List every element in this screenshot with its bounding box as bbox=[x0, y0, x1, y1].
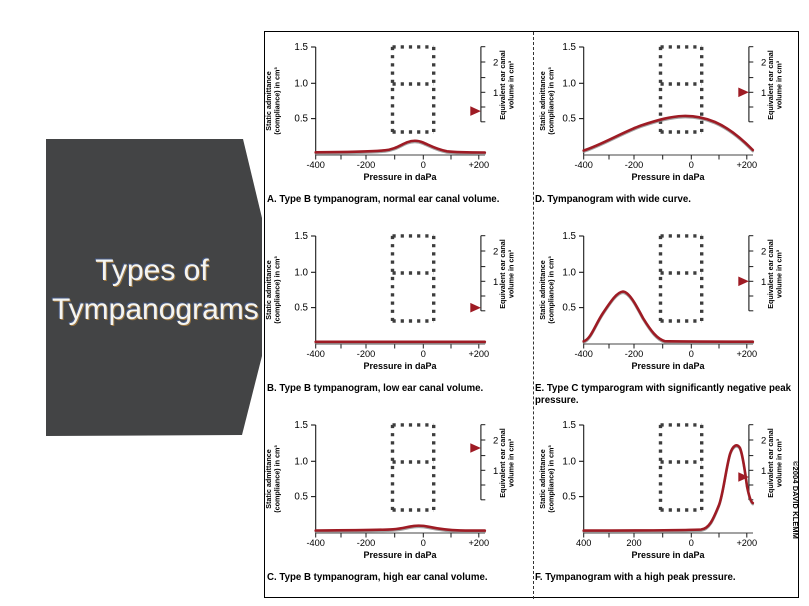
svg-text:E. Type C tymparogram with sig: E. Type C tymparogram with significantly… bbox=[535, 383, 792, 394]
svg-text:-400: -400 bbox=[574, 349, 592, 359]
svg-text:Pressure in daPa: Pressure in daPa bbox=[631, 172, 705, 182]
svg-text:-200: -200 bbox=[357, 160, 375, 170]
svg-text:1.0: 1.0 bbox=[294, 456, 308, 467]
svg-text:-400: -400 bbox=[574, 160, 592, 170]
svg-text:1.0: 1.0 bbox=[562, 456, 576, 467]
svg-text:1.5: 1.5 bbox=[562, 42, 576, 53]
svg-text:0.5: 0.5 bbox=[562, 303, 576, 314]
svg-text:0: 0 bbox=[688, 538, 693, 548]
svg-text:(compliance) in cm³: (compliance) in cm³ bbox=[273, 256, 282, 324]
svg-text:Pressure in daPa: Pressure in daPa bbox=[631, 550, 705, 560]
svg-text:0: 0 bbox=[421, 538, 426, 548]
svg-text:(compliance) in cm³: (compliance) in cm³ bbox=[273, 445, 282, 513]
svg-text:F. Tympanogram with a high pea: F. Tympanogram with a high peak pressure… bbox=[535, 572, 736, 583]
svg-text:(compliance) in cm³: (compliance) in cm³ bbox=[546, 256, 555, 324]
svg-text:-400: -400 bbox=[307, 160, 325, 170]
svg-text:0.5: 0.5 bbox=[562, 492, 576, 503]
svg-text:B. Type B tympanogram, low ear: B. Type B tympanogram, low ear canal vol… bbox=[267, 383, 484, 394]
svg-text:1.0: 1.0 bbox=[562, 267, 576, 278]
svg-text:0: 0 bbox=[421, 160, 426, 170]
svg-text:-200: -200 bbox=[624, 349, 642, 359]
svg-text:0: 0 bbox=[421, 349, 426, 359]
svg-text:+200: +200 bbox=[736, 160, 757, 170]
svg-text:0: 0 bbox=[688, 160, 693, 170]
svg-text:volume in cm³: volume in cm³ bbox=[774, 438, 783, 487]
svg-text:C. Type B tympanogram, high ea: C. Type B tympanogram, high ear canal vo… bbox=[267, 572, 488, 583]
svg-text:-200: -200 bbox=[624, 160, 642, 170]
svg-text:+200: +200 bbox=[736, 349, 757, 359]
svg-text:pressure.: pressure. bbox=[535, 395, 579, 406]
svg-text:1.5: 1.5 bbox=[562, 420, 576, 431]
svg-text:1.5: 1.5 bbox=[294, 420, 308, 431]
svg-text:volume in cm³: volume in cm³ bbox=[774, 249, 783, 298]
svg-text:volume in cm³: volume in cm³ bbox=[507, 60, 516, 109]
svg-text:A. Type B tympanogram, normal: A. Type B tympanogram, normal ear canal … bbox=[267, 194, 500, 205]
svg-text:volume in cm³: volume in cm³ bbox=[507, 249, 516, 298]
svg-text:0.5: 0.5 bbox=[294, 303, 308, 314]
svg-text:1.0: 1.0 bbox=[294, 267, 308, 278]
svg-text:+200: +200 bbox=[468, 160, 489, 170]
svg-text:Pressure in daPa: Pressure in daPa bbox=[363, 550, 437, 560]
svg-text:(compliance) in cm³: (compliance) in cm³ bbox=[546, 67, 555, 135]
svg-text:Pressure in daPa: Pressure in daPa bbox=[363, 361, 437, 371]
svg-text:1.5: 1.5 bbox=[562, 231, 576, 242]
svg-text:0.5: 0.5 bbox=[294, 114, 308, 125]
svg-text:200: 200 bbox=[626, 538, 641, 548]
svg-text:volume in cm³: volume in cm³ bbox=[507, 438, 516, 487]
svg-text:+200: +200 bbox=[468, 349, 489, 359]
svg-text:1.5: 1.5 bbox=[294, 231, 308, 242]
svg-text:+200: +200 bbox=[468, 538, 489, 548]
svg-text:0.5: 0.5 bbox=[562, 114, 576, 125]
svg-text:-400: -400 bbox=[307, 349, 325, 359]
svg-text:D. Tympanogram with wide curve: D. Tympanogram with wide curve. bbox=[535, 194, 691, 205]
svg-text:400: 400 bbox=[576, 538, 591, 548]
svg-text:0.5: 0.5 bbox=[294, 492, 308, 503]
svg-text:(compliance) in cm³: (compliance) in cm³ bbox=[273, 67, 282, 135]
svg-text:-400: -400 bbox=[307, 538, 325, 548]
svg-text:Pressure in daPa: Pressure in daPa bbox=[363, 172, 437, 182]
svg-text:+200: +200 bbox=[736, 538, 757, 548]
svg-text:volume in cm³: volume in cm³ bbox=[774, 60, 783, 109]
svg-text:-200: -200 bbox=[357, 538, 375, 548]
svg-text:1.0: 1.0 bbox=[294, 78, 308, 89]
svg-text:0: 0 bbox=[688, 349, 693, 359]
svg-text:1.5: 1.5 bbox=[294, 42, 308, 53]
svg-text:(compliance) in cm³: (compliance) in cm³ bbox=[546, 445, 555, 513]
svg-text:Pressure in daPa: Pressure in daPa bbox=[631, 361, 705, 371]
svg-text:-200: -200 bbox=[357, 349, 375, 359]
svg-text:1.0: 1.0 bbox=[562, 78, 576, 89]
